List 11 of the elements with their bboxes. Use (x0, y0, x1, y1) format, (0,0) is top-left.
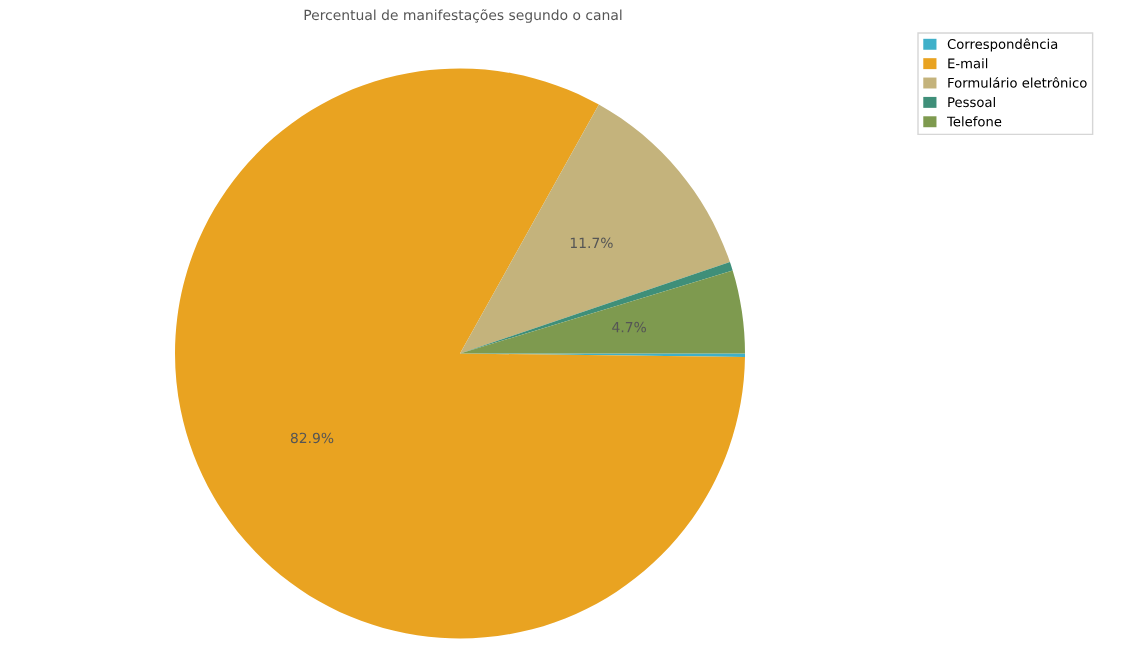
data-label: 82.9% (290, 432, 334, 444)
pie-slice (175, 68, 745, 639)
legend-label: Telefone (946, 116, 1002, 127)
data-label: 4.7% (612, 321, 647, 333)
legend-label: Pessoal (948, 96, 995, 108)
data-label: 11.7% (570, 237, 613, 249)
legend-label: E-mail (948, 58, 988, 69)
chart-title: Percentual de manifestações segundo o canal (304, 9, 622, 23)
legend-label: Correspondência (947, 38, 1058, 52)
pie-slice (460, 104, 730, 354)
legend-label: Formulário eletrônico (948, 77, 1087, 88)
